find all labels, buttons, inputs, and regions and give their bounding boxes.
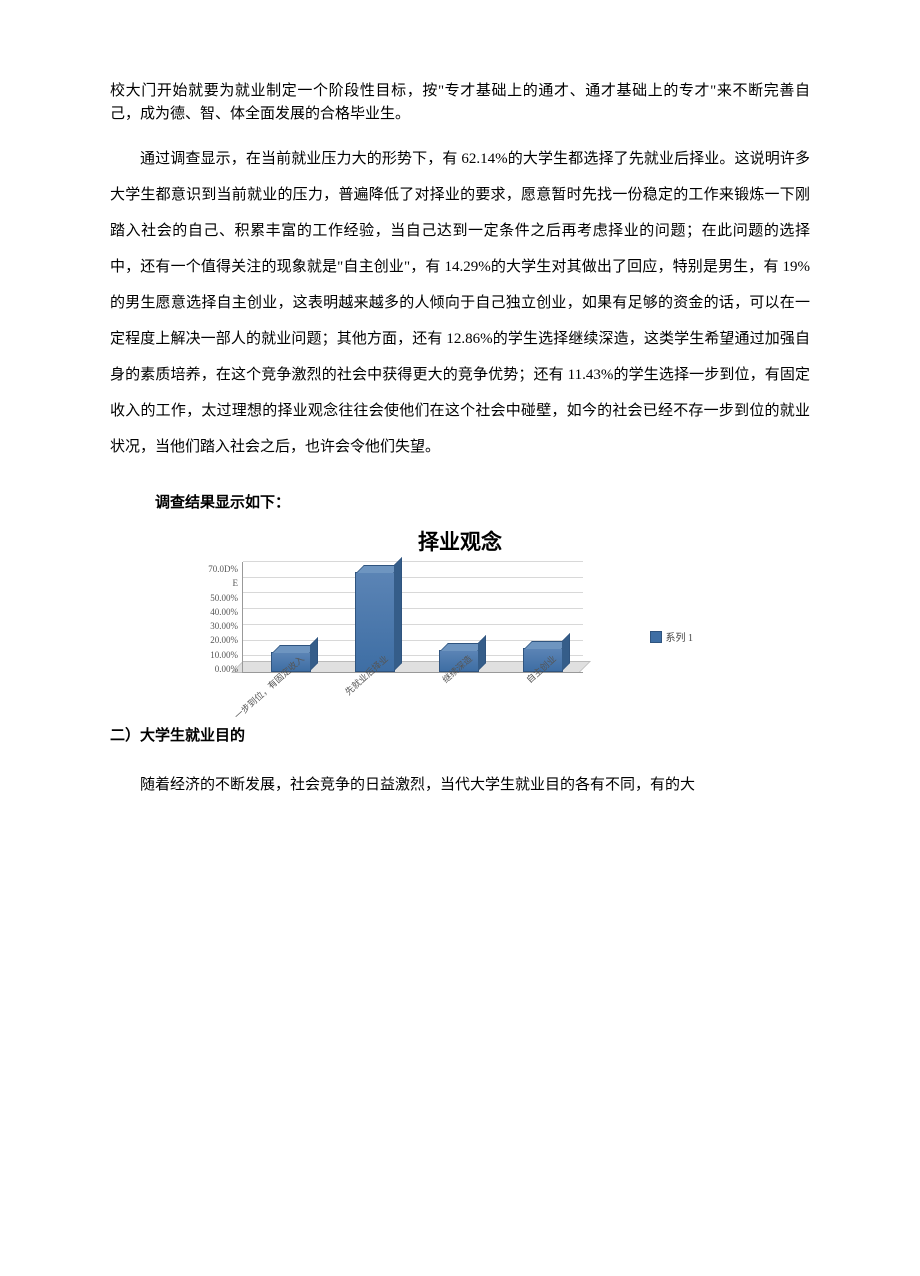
legend-label: 系列 1	[666, 629, 694, 644]
paragraph-2: 通过调查显示，在当前就业压力大的形势下，有 62.14%的大学生都选择了先就业后…	[110, 141, 810, 465]
y-tick: E	[190, 578, 238, 588]
y-tick: 30.00%	[190, 621, 238, 631]
gridline	[243, 592, 583, 593]
legend-swatch-icon	[650, 631, 662, 643]
y-tick: 0.00%	[190, 664, 238, 674]
sub-heading: 调查结果显示如下：	[110, 491, 810, 512]
gridline	[243, 577, 583, 578]
gridline	[243, 624, 583, 625]
y-tick: 40.00%	[190, 607, 238, 617]
y-tick: 70.0D%	[190, 564, 238, 574]
y-tick: 50.00%	[190, 593, 238, 603]
chart-container: 择业观念 70.0D% E 50.00% 40.00% 30.00% 20.00…	[190, 526, 730, 674]
paragraph-1: 校大门开始就要为就业制定一个阶段性目标，按"专才基础上的通才、通才基础上的专才"…	[110, 80, 810, 125]
y-tick: 10.00%	[190, 650, 238, 660]
gridline	[243, 561, 583, 562]
y-tick: 20.00%	[190, 635, 238, 645]
chart-y-axis: 70.0D% E 50.00% 40.00% 30.00% 20.00% 10.…	[190, 562, 242, 674]
chart-legend: 系列 1	[650, 629, 694, 644]
gridline	[243, 608, 583, 609]
chart-x-labels: 一步到位，有固定收入 先就业后择业 继续深造 自主创业	[238, 644, 578, 714]
document-page: 校大门开始就要为就业制定一个阶段性目标，按"专才基础上的通才、通才基础上的专才"…	[0, 0, 920, 883]
paragraph-3: 随着经济的不断发展，社会竞争的日益激烈，当代大学生就业目的各有不同，有的大	[110, 767, 810, 803]
chart-title: 择业观念	[190, 526, 730, 556]
